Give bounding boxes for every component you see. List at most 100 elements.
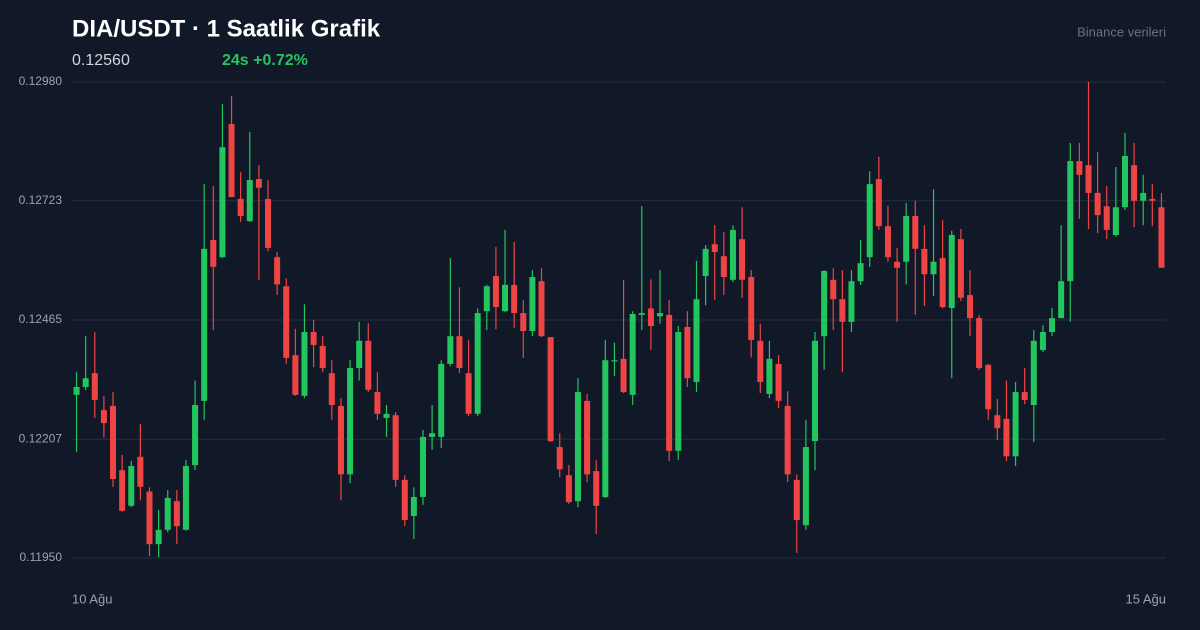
candle-body: [556, 447, 563, 470]
candle-body: [775, 363, 782, 401]
candle-body: [219, 147, 226, 258]
candle-body: [246, 179, 253, 222]
candle-body: [1131, 165, 1138, 201]
candle-body: [347, 368, 354, 475]
candle-body: [884, 226, 891, 258]
candle-body: [91, 373, 98, 400]
candle-body: [538, 281, 545, 337]
candle-body: [264, 198, 272, 248]
candle-body: [875, 179, 882, 227]
candle-body: [565, 475, 572, 503]
candle-body: [1094, 192, 1101, 216]
candle-body: [210, 240, 217, 267]
candle-body: [301, 332, 308, 396]
candle-body: [447, 336, 454, 364]
candle-body: [857, 263, 864, 282]
candle-body: [657, 313, 664, 317]
candle-body: [100, 410, 107, 424]
candle-body: [419, 436, 427, 497]
candle-body: [702, 248, 709, 277]
candle-body: [520, 313, 527, 332]
candle-body: [201, 248, 208, 401]
candle-body: [930, 261, 937, 275]
candle-body: [438, 363, 445, 437]
y-tick-label: 0.12207: [19, 431, 63, 445]
candle-body: [647, 308, 654, 327]
candle-body: [547, 337, 554, 442]
candle-body: [1067, 161, 1074, 282]
candle-body: [237, 198, 244, 217]
candle-body: [128, 466, 135, 506]
candle-body: [392, 415, 399, 480]
candle-body: [483, 286, 490, 312]
chart-title: DIA/USDT · 1 Saatlik Grafik: [72, 15, 381, 42]
candle-body: [584, 400, 591, 475]
candle-body: [948, 234, 955, 308]
candle-body: [365, 340, 372, 390]
candle-body: [374, 392, 381, 414]
candle-body: [164, 497, 171, 530]
candle-body: [894, 261, 901, 268]
candle-body: [739, 239, 746, 280]
candle-body: [1121, 155, 1128, 208]
candle-body: [966, 295, 974, 319]
candle-body: [1003, 418, 1010, 457]
candle-body: [766, 358, 773, 394]
candle-body: [684, 326, 691, 379]
candle-body: [511, 284, 518, 314]
candle-body: [429, 433, 436, 437]
price: 0.12560: [72, 52, 130, 69]
candle-body: [192, 405, 199, 466]
candle-body: [492, 276, 499, 308]
candle-body: [994, 415, 1001, 429]
candle-body: [110, 405, 117, 479]
candle-body: [757, 340, 764, 382]
candle-body: [620, 358, 627, 393]
change: 24s +0.72%: [222, 52, 308, 69]
candle-body: [1085, 165, 1092, 193]
candle-body: [866, 184, 873, 258]
candle-body: [720, 256, 727, 278]
candle-body: [821, 271, 828, 337]
candle-body: [474, 313, 481, 414]
candle-body: [574, 392, 581, 502]
candle-body: [830, 279, 837, 300]
candle-body: [319, 345, 326, 369]
candle-body: [1103, 206, 1110, 230]
candle-body: [1112, 207, 1119, 235]
candle-body: [1058, 281, 1065, 319]
candle-body: [1030, 340, 1037, 406]
candle-body: [283, 286, 290, 358]
candle-body: [593, 471, 600, 506]
candle-body: [292, 355, 299, 395]
candle-body: [146, 491, 153, 545]
x-tick-label: 15 Ağu: [1126, 591, 1167, 606]
candle-body: [729, 229, 736, 280]
candle-body: [666, 314, 673, 451]
candle-body: [465, 373, 472, 414]
candle-body: [502, 284, 509, 312]
candle-body: [1012, 392, 1019, 457]
candle-body: [985, 364, 992, 410]
candle-body: [848, 281, 855, 322]
candle-body: [155, 529, 162, 545]
candle-body: [976, 318, 983, 369]
candle-body: [912, 216, 919, 249]
candle-body: [711, 244, 718, 253]
candle-body: [1021, 392, 1028, 400]
x-tick-label: 10 Ağu: [72, 591, 113, 606]
candle-body: [1076, 161, 1083, 175]
candle-body: [173, 501, 180, 527]
candle-body: [793, 479, 800, 521]
candle-body: [328, 373, 335, 406]
candle-body: [1049, 318, 1056, 333]
candle-body: [1140, 192, 1147, 201]
candle-body: [1149, 198, 1156, 201]
candle-body: [410, 496, 417, 516]
candle-body: [182, 466, 189, 530]
candle-body: [939, 258, 946, 308]
candle-body: [137, 456, 144, 487]
candle-body: [1039, 332, 1046, 351]
candle-body: [529, 277, 536, 332]
